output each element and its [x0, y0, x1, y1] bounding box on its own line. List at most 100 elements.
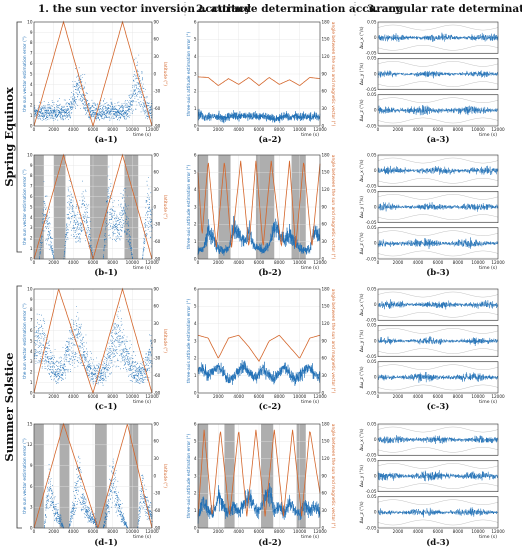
- y-tick-label: 10: [27, 152, 33, 157]
- x-tick-label: 12000: [313, 529, 327, 534]
- y-tick-label: 1: [194, 106, 197, 111]
- y-axis-label: three-axis attitude estimation error (°): [186, 433, 192, 518]
- y2-tick-label: 180: [322, 152, 330, 157]
- y-tick-label: 0.05: [367, 19, 377, 24]
- panel-label-a-1: (a-1): [95, 134, 118, 145]
- y-tick-label: 0: [194, 256, 197, 261]
- x-tick-label: 10000: [126, 127, 140, 132]
- y2-tick-label: 120: [322, 54, 330, 59]
- reference-line: [197, 160, 321, 248]
- plot-frame: [377, 325, 499, 357]
- x-tick-label: 10000: [293, 529, 307, 534]
- rate-error-line: [377, 32, 499, 43]
- y2-tick-label: 180: [322, 421, 330, 426]
- x-tick-label: 10000: [471, 394, 485, 399]
- y-axis-label: the sun vector estimation error (°): [22, 169, 28, 245]
- y-tick-label: 5: [30, 204, 33, 209]
- y-tick-label: 0.05: [367, 421, 377, 426]
- x-tick-label: 8000: [274, 529, 285, 534]
- reference-line: [197, 429, 321, 517]
- plot-frame: [197, 21, 321, 127]
- y-tick-label: 5: [194, 37, 197, 42]
- panel-label-a-3: (a-3): [427, 134, 450, 145]
- x-axis-label: time (s): [479, 534, 497, 540]
- y-tick-label: 0: [374, 108, 377, 113]
- x-tick-label: 12000: [145, 394, 159, 399]
- x-tick-label: 8000: [453, 127, 464, 132]
- panel-b-2: 0 2000 4000 6000 8000 10000 120000123456030609…: [186, 152, 336, 271]
- y2-tick-label: 60: [154, 304, 160, 309]
- bound-line: [377, 447, 499, 453]
- rate-error-line: [377, 202, 499, 212]
- rate-channel-label: Δω_z (°/s): [359, 501, 365, 523]
- x-tick-label: 10000: [471, 260, 485, 265]
- y-tick-label: 10: [27, 19, 33, 24]
- y2-tick-label: 180: [322, 19, 330, 24]
- y-tick-label: 6: [30, 328, 33, 333]
- season-label-summer: Summer Solstice: [2, 352, 16, 461]
- y2-tick-label: 0: [322, 123, 325, 128]
- y2-tick-label: 30: [154, 187, 160, 192]
- y-tick-label: 0.05: [367, 359, 377, 364]
- x-tick-label: 2000: [48, 394, 59, 399]
- y2-tick-label: -30: [154, 491, 161, 496]
- plot-frame: [377, 21, 499, 54]
- x-tick-label: 2000: [213, 260, 224, 265]
- y-tick-label: 3: [30, 359, 33, 364]
- bound-line: [377, 45, 499, 51]
- y2-tick-label: 30: [322, 508, 328, 513]
- y2-tick-label: 0: [154, 204, 157, 209]
- y2-tick-label: 0: [154, 473, 157, 478]
- x-tick-label: 12000: [145, 529, 159, 534]
- y-tick-label: 0.05: [367, 92, 377, 97]
- x-tick-label: 6000: [254, 127, 265, 132]
- y-tick-label: 4: [194, 54, 197, 59]
- y-tick-label: 0.05: [367, 225, 377, 230]
- y-tick-label: 0: [374, 473, 377, 478]
- rate-channel-label: Δω_y (°/s): [359, 63, 365, 86]
- x-tick-label: 12000: [491, 127, 505, 132]
- y-tick-label: 2: [194, 356, 197, 361]
- y2-tick-label: 30: [154, 321, 160, 326]
- x-tick-label: 0: [197, 529, 200, 534]
- panel-label-b-1: (b-1): [94, 267, 117, 278]
- plot-frame: [377, 94, 499, 127]
- rate-error-line: [377, 470, 499, 482]
- y-tick-label: 8: [30, 40, 33, 45]
- x-tick-label: 12000: [313, 127, 327, 132]
- y-tick-label: 6: [30, 484, 33, 489]
- bound-line: [377, 24, 499, 31]
- y2-tick-label: 0: [154, 71, 157, 76]
- plot-frame: [33, 154, 153, 260]
- y2-axis-label: latitude (°): [162, 464, 168, 488]
- reference-line: [198, 76, 320, 87]
- y-tick-label: -0.05: [366, 256, 377, 261]
- y-tick-label: 6: [30, 61, 33, 66]
- y-tick-label: 2: [30, 370, 33, 375]
- y-tick-label: 0: [374, 204, 377, 209]
- x-tick-label: 8000: [274, 127, 285, 132]
- y2-tick-label: 120: [322, 456, 330, 461]
- y-tick-label: 4: [194, 456, 197, 461]
- y-tick-label: 1: [30, 246, 33, 251]
- y2-tick-label: 30: [154, 456, 160, 461]
- y2-tick-label: 150: [322, 439, 330, 444]
- error-line: [197, 108, 321, 124]
- y-tick-label: 6: [194, 286, 197, 291]
- panel-label-d-1: (d-1): [94, 537, 117, 548]
- y2-axis-label: angle between the sun and magnetic vecto…: [330, 424, 336, 529]
- y-tick-label: 0: [194, 390, 197, 395]
- y2-axis-label: latitude (°): [162, 62, 168, 86]
- y-axis-label: three-axis attitude estimation error (°): [186, 298, 192, 383]
- y2-axis-label: angle between the sun and magnetic vecto…: [330, 289, 336, 394]
- x-axis-label: time (s): [301, 534, 319, 540]
- rate-channel-label: Δω_x (°/s): [359, 293, 365, 316]
- y-tick-label: 3: [30, 92, 33, 97]
- x-tick-label: 0: [197, 394, 200, 399]
- x-tick-label: 2000: [393, 529, 404, 534]
- rate-error-line: [377, 299, 499, 310]
- panel-d-1: 0 2000 4000 6000 8000 10000 12000 0 3 6 9 12 15 -90 -6…: [22, 421, 168, 540]
